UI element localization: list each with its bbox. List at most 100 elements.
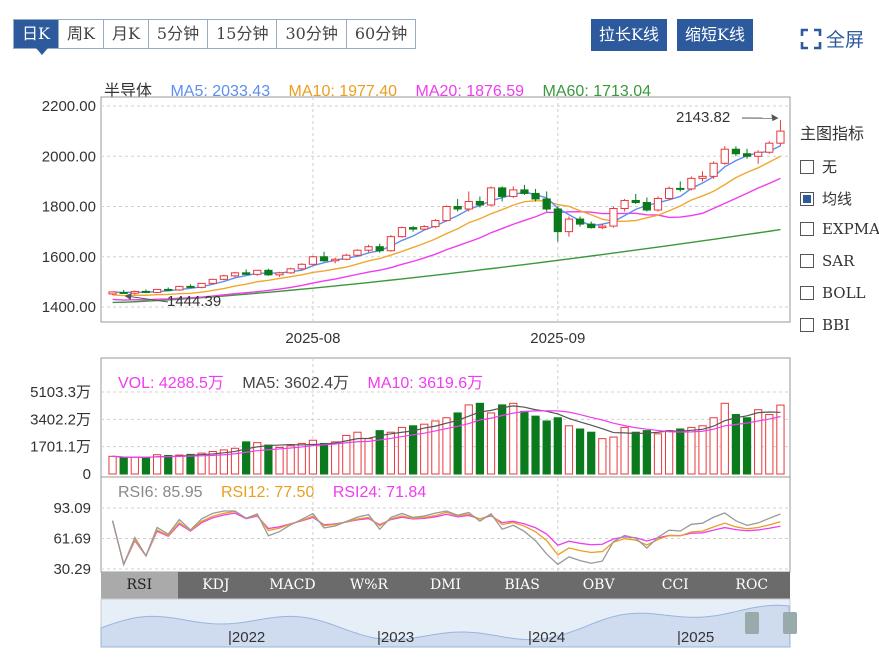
candle-body [676, 187, 685, 190]
candle-body [286, 268, 295, 274]
fullscreen-button[interactable]: 全屏 [800, 25, 864, 52]
indicator-tab-dmi[interactable]: DMI [429, 577, 462, 593]
checkbox-icon[interactable] [800, 191, 814, 206]
candle-body [609, 208, 618, 227]
shrink-kline-button[interactable]: 缩短K线 [677, 19, 753, 51]
volume-bar [342, 434, 351, 475]
indicator-option-3[interactable]: SAR [800, 252, 854, 270]
overview-year-label: |2025 [677, 629, 714, 646]
checkbox-icon[interactable] [800, 318, 814, 332]
indicator-tab-macd[interactable]: MACD [269, 577, 316, 593]
volume-bar [431, 420, 440, 475]
indicator-tab-wrr[interactable]: W%R [349, 577, 389, 593]
stretch-kline-button[interactable]: 拉长K线 [591, 19, 667, 51]
checkbox-icon[interactable] [800, 254, 814, 268]
volume-bar [130, 456, 139, 475]
indicator-tab-bias[interactable]: BIAS [504, 577, 540, 593]
low-annotation-label: 1444.39 [167, 293, 221, 310]
candle-body [742, 153, 752, 157]
volume-bar [108, 455, 117, 475]
volume-bar [520, 410, 529, 475]
candle-body [230, 272, 240, 277]
main-legend: 半导体 MA5: 2033.43 MA10: 1977.40 MA20: 187… [104, 77, 665, 101]
price-panel-frame [100, 96, 791, 323]
overview-year-label: |2022 [228, 629, 265, 646]
candle-body [319, 256, 329, 262]
volume-bar [564, 425, 574, 475]
volume-bar [587, 431, 596, 475]
fullscreen-icon [800, 28, 822, 49]
candle-body [442, 206, 451, 222]
checkbox-icon[interactable] [800, 222, 814, 236]
tab-4[interactable]: 15分钟 [208, 20, 278, 48]
candle-body [197, 282, 206, 288]
candle-body [397, 227, 407, 238]
volume-bar [442, 417, 451, 475]
tab-0[interactable]: 日K [14, 20, 59, 48]
candle-body [731, 148, 741, 155]
indicator-tab-kdj[interactable]: KDJ [202, 577, 230, 593]
checkbox-icon[interactable] [800, 286, 814, 300]
candle-body [453, 206, 462, 210]
indicator-tab-obv[interactable]: OBV [582, 577, 615, 593]
high-annotation-arrow [771, 114, 779, 122]
legend-ma5: MA5: 2033.43 [170, 83, 271, 100]
candle-body [331, 258, 340, 262]
volume-bar [486, 412, 496, 475]
volume-bar [119, 457, 128, 475]
volume-bar [754, 409, 763, 475]
volume-bar [264, 444, 273, 475]
candle-body [175, 285, 184, 291]
volume-bar [464, 404, 473, 475]
price-axis-label: 2200.00 [42, 98, 96, 115]
indicator-option-5[interactable]: BBI [800, 316, 850, 334]
volume-bar [531, 415, 540, 475]
volume-bar [620, 426, 629, 475]
candle-body [486, 187, 496, 206]
indicator-tab-cci[interactable]: CCI [661, 577, 689, 593]
volume-bar [653, 433, 663, 475]
rsi-legend: RSI6: 85.95 RSI12: 77.50 RSI24: 71.84 [118, 484, 440, 502]
candle-body [665, 187, 674, 199]
candle-body [420, 226, 429, 230]
volume-bar [253, 442, 262, 475]
indicator-tab-rsi[interactable]: RSI [101, 572, 178, 599]
volume-axis-label: 1701.1万 [30, 439, 91, 456]
indicator-option-label: BBI [822, 316, 850, 334]
tab-1[interactable]: 周K [58, 20, 104, 48]
indicator-option-1[interactable]: 均线 [800, 188, 852, 209]
volume-bar [353, 431, 362, 475]
candle-body [242, 272, 251, 275]
candle-body [219, 275, 228, 280]
indicator-option-2[interactable]: EXPMA [800, 220, 879, 238]
volume-axis-label: 5103.3万 [30, 384, 91, 401]
tab-6[interactable]: 60分钟 [346, 20, 416, 48]
volume-bar [152, 454, 162, 475]
indicator-option-label: EXPMA [822, 220, 879, 238]
volume-bar [598, 438, 607, 475]
indicator-tab-roc[interactable]: ROC [735, 577, 769, 593]
volume-bar [141, 457, 151, 475]
overview-left-handle [745, 612, 759, 634]
legend-vol: VOL: 4288.5万 [118, 375, 224, 392]
tab-2[interactable]: 月K [103, 20, 149, 48]
candle-body [564, 218, 574, 233]
tab-3[interactable]: 5分钟 [148, 20, 209, 48]
overview-area [100, 604, 791, 648]
candle-body [119, 291, 128, 294]
indicator-option-4[interactable]: BOLL [800, 284, 866, 302]
candle-body [108, 291, 117, 295]
indicator-option-0[interactable]: 无 [800, 156, 837, 177]
main-indicator-title: 主图指标 [800, 124, 865, 143]
candle-body [264, 269, 273, 276]
volume-bar [498, 404, 507, 475]
tab-5[interactable]: 30分钟 [277, 20, 347, 48]
ma10-line [112, 155, 781, 297]
volume-bar [175, 454, 184, 475]
volume-bar [720, 402, 729, 475]
low-annotation-arrow [124, 292, 132, 300]
volume-bar [397, 426, 407, 475]
candle-body [709, 162, 718, 177]
checkbox-icon[interactable] [800, 159, 814, 174]
legend-ma20: MA20: 1876.59 [415, 83, 525, 100]
